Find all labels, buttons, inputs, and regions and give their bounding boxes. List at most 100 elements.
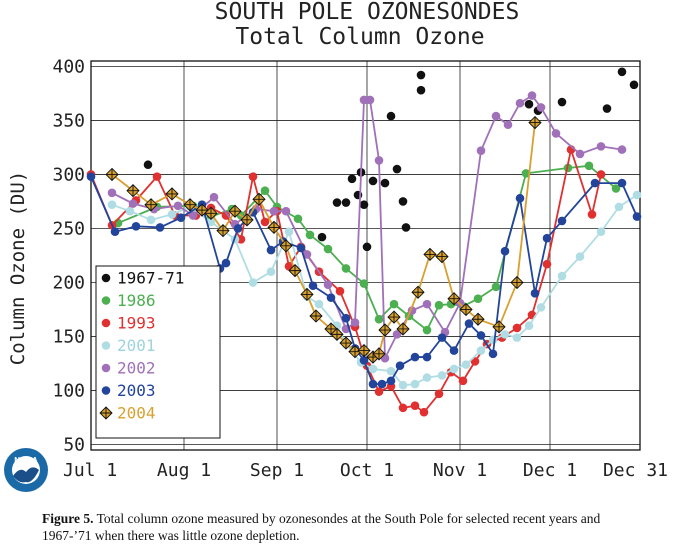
legend-entry-label: 2003 (117, 381, 156, 400)
data-point-1986 (260, 186, 270, 195)
data-point-2002 (173, 201, 183, 211)
data-point-1993 (596, 170, 606, 179)
x-tick-label: Jul 1 (63, 460, 117, 481)
data-point-1993 (374, 387, 384, 396)
data-point-2003 (395, 361, 405, 371)
data-point-2004 (423, 247, 437, 262)
legend-marker (101, 273, 111, 283)
legend-marker (99, 406, 113, 420)
data-point-2001 (266, 267, 276, 277)
data-point-2003 (488, 349, 498, 359)
x-axis-ticks: Jul 1 Aug 1 Sep 1 Oct 1 Nov 1 Dec 1 Dec 31 (63, 460, 668, 481)
data-point-1967-71 (524, 99, 534, 109)
legend-marker (101, 296, 111, 305)
data-point-1993 (248, 172, 258, 181)
data-point-2004 (300, 287, 314, 302)
ozone-chart: SOUTH POLE OZONESONDES Total Column Ozon… (7, 0, 668, 481)
caption-text: Total column ozone measured by ozonesond… (42, 511, 601, 543)
legend: 1967-71 1986 1993 2001 2002 2003 2004 (95, 265, 221, 439)
data-point-1967-71 (602, 104, 612, 113)
data-point-1993 (335, 286, 345, 296)
data-point-2003 (359, 356, 369, 365)
data-point-1967-71 (386, 111, 396, 121)
data-point-2002 (374, 156, 384, 165)
data-point-2001 (284, 227, 294, 237)
data-point-2001 (206, 217, 216, 227)
data-point-2004 (378, 323, 392, 337)
data-point-2001 (398, 380, 408, 390)
data-point-2003 (131, 222, 141, 231)
data-point-1986 (323, 244, 333, 254)
data-point-2002 (302, 250, 312, 259)
data-point-2003 (86, 172, 96, 181)
data-point-2001 (536, 303, 546, 312)
legend-marker (101, 386, 111, 395)
data-point-2004 (339, 336, 353, 350)
data-point-2003 (155, 223, 165, 232)
data-point-1993 (419, 407, 429, 417)
y-tick-label: 50 (63, 435, 85, 456)
data-point-2002 (128, 199, 138, 208)
data-point-2001 (488, 335, 498, 345)
legend-entry-label: 1993 (117, 314, 156, 333)
data-point-2004 (396, 322, 410, 336)
data-point-2004 (387, 310, 401, 324)
data-point-2004 (411, 285, 425, 299)
data-point-1993 (587, 210, 597, 219)
data-point-1967-71 (359, 200, 369, 210)
data-point-2003 (410, 352, 420, 362)
data-point-2001 (512, 333, 522, 342)
data-point-1967-71 (317, 232, 327, 242)
data-point-1986 (374, 314, 384, 324)
data-point-2001 (248, 278, 258, 287)
data-point-1967-71 (392, 164, 402, 174)
data-point-1967-71 (629, 80, 639, 90)
data-point-2002 (491, 111, 501, 121)
data-point-2003 (233, 224, 243, 233)
legend-box (95, 265, 221, 439)
data-point-2003 (341, 313, 351, 323)
data-point-2003 (326, 293, 336, 302)
legend-entry-label: 2001 (117, 336, 156, 355)
chart-title: SOUTH POLE OZONESONDES (215, 0, 520, 25)
data-point-2002 (323, 280, 333, 289)
data-point-1993 (512, 323, 522, 333)
data-point-2003 (617, 178, 627, 188)
data-point-2004 (492, 320, 506, 334)
data-point-2002 (392, 330, 402, 339)
data-point-2004 (165, 187, 179, 201)
data-point-1967-71 (341, 198, 351, 207)
data-point-2002 (503, 120, 513, 130)
data-point-1986 (305, 230, 315, 240)
y-tick-label: 200 (52, 273, 85, 294)
data-point-1967-71 (416, 70, 426, 80)
data-point-2004 (195, 203, 209, 217)
data-point-2003 (500, 246, 510, 256)
data-point-1986 (341, 264, 351, 273)
data-point-2002 (476, 146, 486, 155)
data-point-2002 (551, 129, 561, 138)
data-point-2001 (596, 227, 606, 237)
data-point-2001 (500, 330, 510, 339)
data-point-2003 (422, 352, 432, 362)
noaa-logo-text: NOAA (14, 456, 38, 465)
data-point-1993 (542, 259, 552, 269)
data-point-2003 (530, 289, 540, 298)
x-tick-label: Dec 31 (603, 460, 668, 481)
data-point-2001 (314, 299, 324, 309)
data-point-1993 (260, 217, 270, 227)
data-point-1967-71 (380, 178, 390, 188)
data-point-1986 (473, 294, 483, 304)
data-point-2001 (386, 366, 396, 376)
data-point-2004 (183, 198, 197, 212)
data-point-2002 (269, 206, 279, 216)
series-layer (86, 67, 642, 417)
data-point-2004 (216, 224, 230, 238)
data-point-2001 (476, 346, 486, 355)
data-point-1967-71 (368, 176, 378, 186)
data-point-2003 (308, 281, 318, 291)
y-tick-label: 300 (52, 164, 85, 185)
y-tick-label: 350 (52, 110, 85, 131)
data-point-2004 (288, 263, 302, 278)
data-point-2003 (266, 245, 276, 255)
